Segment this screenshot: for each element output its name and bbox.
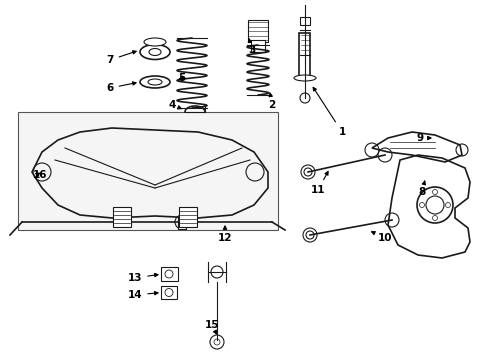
Text: 13: 13 — [128, 273, 158, 283]
Ellipse shape — [149, 49, 161, 55]
FancyBboxPatch shape — [161, 267, 178, 281]
Text: 11: 11 — [311, 171, 328, 195]
Text: 3: 3 — [248, 39, 256, 55]
Text: 7: 7 — [106, 51, 136, 65]
Bar — [251, 40, 265, 52]
Ellipse shape — [294, 75, 316, 81]
Bar — [18, 112, 278, 230]
Ellipse shape — [148, 79, 162, 85]
Text: 1: 1 — [313, 87, 345, 137]
Text: 8: 8 — [418, 181, 426, 197]
Ellipse shape — [140, 76, 170, 88]
FancyBboxPatch shape — [161, 286, 177, 299]
Ellipse shape — [140, 45, 170, 59]
Bar — [113, 207, 131, 227]
Text: 9: 9 — [416, 133, 431, 143]
Text: 15: 15 — [205, 320, 219, 334]
FancyBboxPatch shape — [299, 33, 311, 78]
Text: 6: 6 — [106, 82, 136, 93]
Text: 4: 4 — [168, 100, 181, 110]
Text: 14: 14 — [128, 290, 158, 300]
Text: 5: 5 — [178, 73, 186, 83]
Bar — [178, 217, 186, 229]
Text: 16: 16 — [33, 170, 47, 180]
Text: 2: 2 — [269, 93, 275, 110]
Bar — [179, 207, 197, 227]
Ellipse shape — [144, 38, 166, 46]
Bar — [300, 17, 310, 25]
Bar — [248, 20, 268, 42]
Text: 12: 12 — [218, 226, 232, 243]
Text: 10: 10 — [371, 231, 392, 243]
